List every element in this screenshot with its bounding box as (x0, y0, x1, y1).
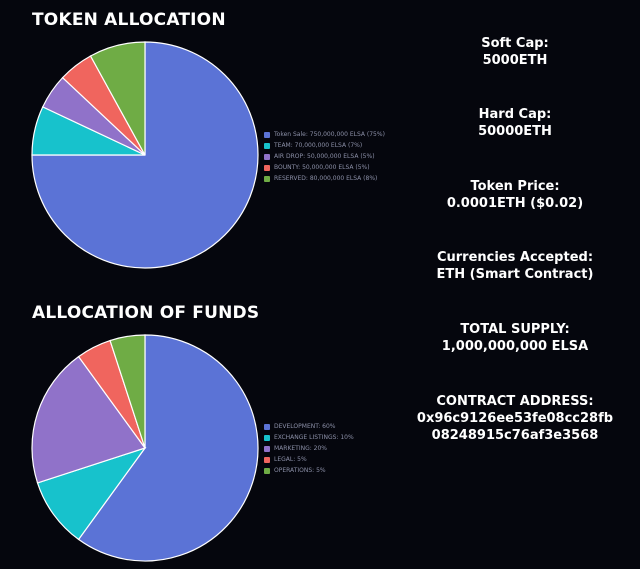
token-price-value: 0.0001ETH ($0.02) (446, 196, 584, 211)
pie-slice-4 (89, 41, 146, 156)
allocation-of-funds-legend: DEVELOPMENT: 60% EXCHANGE LISTINGS: 10% … (264, 421, 354, 476)
legend-label: TEAM: 70,000,000 ELSA (7%) (274, 142, 363, 149)
token-allocation-legend: Token Sale: 750,000,000 ELSA (75%) TEAM:… (264, 129, 385, 184)
legend-item-development: DEVELOPMENT: 60% (264, 421, 354, 432)
legend-swatch (264, 131, 270, 138)
hard-cap-value: 50000ETH (478, 124, 552, 139)
legend-label: MARKETING: 20% (274, 445, 328, 452)
contract-address-value-line1: 0x96c9126ee53fe08cc28fb (416, 411, 614, 426)
legend-item-team: TEAM: 70,000,000 ELSA (7%) (264, 140, 385, 151)
soft-cap-block: Soft Cap: 5000ETH (400, 35, 630, 69)
legend-swatch (264, 467, 270, 474)
legend-label: DEVELOPMENT: 60% (274, 423, 336, 430)
legend-label: RESERVED: 80,000,000 ELSA (8%) (274, 175, 378, 182)
pie-slice-2 (31, 355, 146, 484)
legend-label: EXCHANGE LISTINGS: 10% (274, 434, 354, 441)
legend-label: Token Sale: 750,000,000 ELSA (75%) (274, 131, 385, 138)
allocation-of-funds-title: ALLOCATION OF FUNDS (32, 303, 260, 323)
currencies-accepted-value: ETH (Smart Contract) (436, 267, 594, 282)
currencies-accepted-block: Currencies Accepted: ETH (Smart Contract… (400, 249, 630, 283)
token-price-block: Token Price: 0.0001ETH ($0.02) (400, 178, 630, 212)
legend-item-bounty: BOUNTY: 50,000,000 ELSA (5%) (264, 162, 385, 173)
legend-item-air-drop: AIR DROP: 50,000,000 ELSA (5%) (264, 151, 385, 162)
legend-item-operations: OPERATIONS: 5% (264, 465, 354, 476)
soft-cap-value: 5000ETH (482, 53, 548, 68)
total-supply-value: 1,000,000,000 ELSA (441, 339, 589, 354)
legend-item-marketing: MARKETING: 20% (264, 443, 354, 454)
legend-item-exchange-listings: EXCHANGE LISTINGS: 10% (264, 432, 354, 443)
pie-slice-0 (31, 41, 259, 269)
soft-cap-label: Soft Cap: (481, 36, 549, 51)
total-supply-block: TOTAL SUPPLY: 1,000,000,000 ELSA (400, 321, 630, 355)
contract-address-label: CONTRACT ADDRESS: (436, 394, 594, 409)
token-price-label: Token Price: (470, 179, 560, 194)
legend-swatch (264, 153, 270, 160)
legend-swatch (264, 434, 270, 441)
legend-label: LEGAL: 5% (274, 456, 307, 463)
legend-item-token-sale: Token Sale: 750,000,000 ELSA (75%) (264, 129, 385, 140)
legend-item-reserved: RESERVED: 80,000,000 ELSA (8%) (264, 173, 385, 184)
token-allocation-pie-chart (31, 41, 259, 269)
currencies-accepted-label: Currencies Accepted: (436, 250, 594, 265)
pie-slice-4 (109, 334, 146, 449)
legend-label: AIR DROP: 50,000,000 ELSA (5%) (274, 153, 375, 160)
allocation-of-funds-pie-chart (31, 334, 259, 562)
legend-label: OPERATIONS: 5% (274, 467, 326, 474)
legend-swatch (264, 445, 270, 452)
contract-address-value-line2: 08248915c76af3e3568 (431, 428, 599, 443)
contract-address-block: CONTRACT ADDRESS: 0x96c9126ee53fe08cc28f… (400, 393, 630, 444)
legend-label: BOUNTY: 50,000,000 ELSA (5%) (274, 164, 370, 171)
pie-slice-1 (36, 446, 147, 541)
legend-swatch (264, 456, 270, 463)
legend-swatch (264, 423, 270, 430)
legend-swatch (264, 164, 270, 171)
token-allocation-title: TOKEN ALLOCATION (32, 10, 226, 30)
hard-cap-label: Hard Cap: (478, 107, 552, 122)
hard-cap-block: Hard Cap: 50000ETH (400, 106, 630, 140)
legend-item-legal: LEGAL: 5% (264, 454, 354, 465)
legend-swatch (264, 142, 270, 149)
legend-swatch (264, 175, 270, 182)
pie-slice-0 (77, 334, 259, 562)
total-supply-label: TOTAL SUPPLY: (460, 322, 570, 337)
